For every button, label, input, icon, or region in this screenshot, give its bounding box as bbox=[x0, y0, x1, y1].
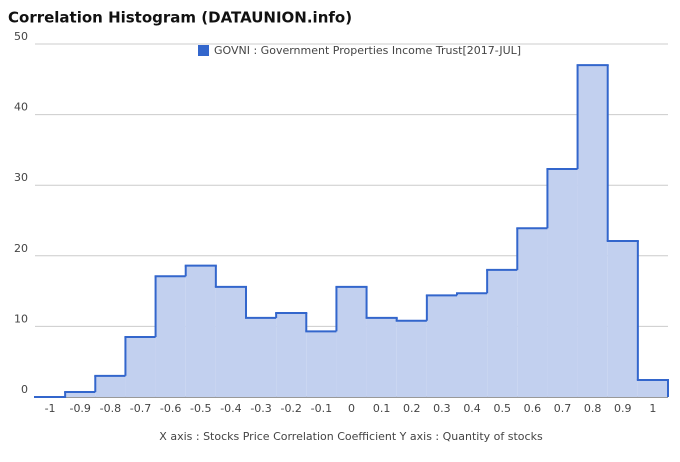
bar bbox=[95, 375, 126, 397]
bar bbox=[457, 293, 488, 397]
x-tick-label: 0.5 bbox=[493, 402, 511, 415]
y-tick-label: 50 bbox=[14, 30, 28, 43]
x-tick-label: 0.7 bbox=[554, 402, 572, 415]
legend-swatch bbox=[198, 45, 209, 56]
y-tick-label: 20 bbox=[14, 242, 28, 255]
y-tick-label: 0 bbox=[21, 383, 28, 396]
bar bbox=[246, 317, 277, 397]
x-tick-label: 0.6 bbox=[524, 402, 542, 415]
bar bbox=[125, 336, 156, 397]
chart-title: Correlation Histogram (DATAUNION.info) bbox=[8, 9, 352, 27]
bar bbox=[366, 317, 397, 397]
bar bbox=[487, 269, 518, 397]
x-tick-label: 0.1 bbox=[373, 402, 391, 415]
x-tick-label: -0.2 bbox=[280, 402, 301, 415]
bar bbox=[637, 380, 668, 397]
bar bbox=[306, 331, 337, 397]
bar bbox=[215, 286, 246, 397]
y-tick-label: 10 bbox=[14, 312, 28, 325]
x-tick-label: 0.4 bbox=[463, 402, 481, 415]
x-tick-label: 0 bbox=[348, 402, 355, 415]
x-tick-label: 0.3 bbox=[433, 402, 451, 415]
bar bbox=[185, 265, 216, 397]
x-tick-label: -0.8 bbox=[100, 402, 121, 415]
y-tick-label: 40 bbox=[14, 101, 28, 114]
bar bbox=[276, 312, 307, 397]
x-tick-label: -0.7 bbox=[130, 402, 151, 415]
y-tick-label: 30 bbox=[14, 171, 28, 184]
bar bbox=[65, 392, 96, 397]
bar bbox=[396, 320, 427, 397]
x-tick-label: 1 bbox=[649, 402, 656, 415]
x-tick-label: 0.9 bbox=[614, 402, 632, 415]
bar bbox=[547, 168, 578, 397]
bar bbox=[426, 295, 457, 397]
x-tick-label: -0.6 bbox=[160, 402, 181, 415]
bar bbox=[336, 286, 367, 397]
x-tick-label: -0.9 bbox=[69, 402, 90, 415]
x-tick-label: -0.5 bbox=[190, 402, 211, 415]
legend-label: GOVNI : Government Properties Income Tru… bbox=[214, 44, 521, 57]
x-tick-label: -0.1 bbox=[311, 402, 332, 415]
x-tick-label: -0.4 bbox=[220, 402, 241, 415]
axis-caption: X axis : Stocks Price Correlation Coeffi… bbox=[159, 430, 543, 443]
x-tick-label: -1 bbox=[45, 402, 56, 415]
bar bbox=[577, 65, 608, 398]
x-tick-label: 0.8 bbox=[584, 402, 602, 415]
x-tick-label: -0.3 bbox=[250, 402, 271, 415]
bar bbox=[155, 276, 186, 397]
bar bbox=[607, 240, 638, 397]
bar bbox=[517, 228, 548, 397]
x-tick-label: 0.2 bbox=[403, 402, 421, 415]
